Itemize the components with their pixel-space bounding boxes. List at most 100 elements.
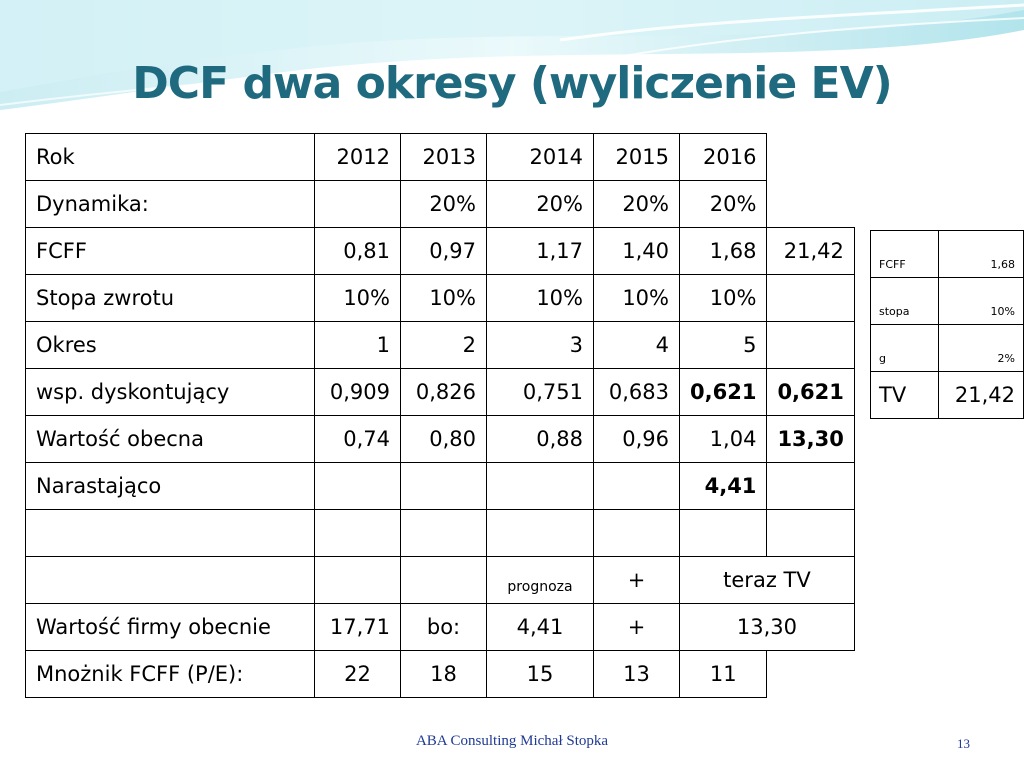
table-cell <box>314 180 401 228</box>
table-cell <box>314 556 401 604</box>
table-cell <box>766 509 855 557</box>
table-cell <box>678 509 768 557</box>
side-value: 10% <box>938 277 1024 325</box>
table-cell: 0,74 <box>314 415 401 463</box>
table-row: Rok 2012 2013 2014 2015 2016 <box>25 133 855 181</box>
table-cell: 1,40 <box>593 227 680 275</box>
table-cell: 21,42 <box>766 227 855 275</box>
plus-sign: + <box>593 556 680 604</box>
table-row: Wartość obecna 0,74 0,80 0,88 0,96 1,04 13,30 <box>25 415 855 463</box>
table-cell: 1 <box>314 321 401 369</box>
tv-present-value: 13,30 <box>679 603 855 651</box>
table-cell: 20% <box>593 180 680 228</box>
side-label: TV <box>869 371 940 419</box>
firm-value: 17,71 <box>314 603 401 651</box>
side-table-row: FCFF 1,68 <box>869 230 1024 278</box>
row-label: Wartość obecna <box>25 415 315 463</box>
table-cell: 0,81 <box>314 227 401 275</box>
table-cell <box>767 181 854 228</box>
table-row: Narastająco 4,41 <box>25 462 855 510</box>
table-cell <box>766 462 855 510</box>
row-label: Narastająco <box>25 462 315 510</box>
slide-title: DCF dwa okresy (wyliczenie EV) <box>132 58 893 109</box>
table-cell: 10% <box>593 274 680 322</box>
row-label: Okres <box>25 321 315 369</box>
table-row: wsp. dyskontujący 0,909 0,826 0,751 0,683 0,6… <box>25 368 855 416</box>
footer-text: ABA Consulting Michał Stopka <box>415 733 609 749</box>
multiple-value: 15 <box>486 650 594 698</box>
multiple-value: 11 <box>678 650 768 698</box>
table-cell: 2 <box>400 321 487 369</box>
table-cell: 0,97 <box>400 227 487 275</box>
table-cell: 20% <box>678 180 768 228</box>
table-row: Okres 1 2 3 4 5 <box>25 321 855 369</box>
table-cell: 0,621 <box>678 368 768 416</box>
table-cell <box>486 462 594 510</box>
table-cell: 0,751 <box>486 368 594 416</box>
row-label: Dynamika: <box>25 180 315 228</box>
multiple-value: 13 <box>593 650 680 698</box>
table-cell: 0,621 <box>766 368 855 416</box>
side-label: g <box>869 324 940 372</box>
prognoza-label: prognoza <box>486 556 594 604</box>
side-label: stopa <box>869 277 940 325</box>
row-label: Rok <box>25 133 315 181</box>
side-value: 2% <box>938 324 1024 372</box>
table-cell: 20% <box>486 180 594 228</box>
dcf-table: Rok 2012 2013 2014 2015 2016 Dynamika: 20% 20% 20… <box>25 133 855 698</box>
multiple-value: 22 <box>314 650 401 698</box>
table-cell <box>593 509 680 557</box>
table-row: Wartość firmy obecnie 17,71 bo: 4,41 +13,30 <box>25 603 855 651</box>
table-cell: 2012 <box>314 133 401 181</box>
table-row: Stopa zwrotu 10% 10% 10% 10% 10% <box>25 274 855 322</box>
table-cell: 4,41 <box>678 462 768 510</box>
table-cell: 1,04 <box>678 415 768 463</box>
empty-cell <box>767 651 854 698</box>
table-cell: 10% <box>678 274 768 322</box>
table-cell <box>400 509 487 557</box>
teraz-tv-label: teraz TV <box>679 556 855 604</box>
row-label <box>25 509 315 557</box>
table-row: FCFF 0,81 0,97 1,17 1,40 1,68 21,42 <box>25 227 855 275</box>
table-cell: 0,96 <box>593 415 680 463</box>
table-cell <box>766 274 855 322</box>
table-cell: 2014 <box>486 133 594 181</box>
table-cell <box>400 556 487 604</box>
row-label: wsp. dyskontujący <box>25 368 315 416</box>
sum-value: 4,41 <box>486 603 594 651</box>
bo-label: bo: <box>400 603 487 651</box>
table-cell: 1,17 <box>486 227 594 275</box>
table-cell: 1,68 <box>678 227 768 275</box>
side-value: 21,42 <box>938 371 1024 419</box>
table-cell <box>486 509 594 557</box>
row-label: Mnożnik FCFF (P/E): <box>25 650 315 698</box>
table-row: Dynamika: 20% 20% 20% 20% <box>25 180 855 228</box>
table-cell: 10% <box>400 274 487 322</box>
side-table-row: TV 21,42 <box>869 371 1024 419</box>
table-cell: 0,909 <box>314 368 401 416</box>
table-cell <box>314 462 401 510</box>
row-label: FCFF <box>25 227 315 275</box>
side-label: FCFF <box>869 230 940 278</box>
table-cell: 3 <box>486 321 594 369</box>
table-cell: 10% <box>314 274 401 322</box>
row-label: Wartość firmy obecnie <box>25 603 315 651</box>
table-cell: 2013 <box>400 133 487 181</box>
table-cell <box>593 462 680 510</box>
side-table-row: stopa 10% <box>869 277 1024 325</box>
side-table-row: g 2% <box>869 324 1024 372</box>
table-cell: 20% <box>400 180 487 228</box>
table-row: prognoza + teraz TV <box>25 556 855 604</box>
table-cell: 2016 <box>678 133 768 181</box>
background-waves <box>0 0 1024 110</box>
row-label: Stopa zwrotu <box>25 274 315 322</box>
table-row: Mnożnik FCFF (P/E): 22 18 15 13 11 <box>25 650 855 698</box>
table-cell <box>314 509 401 557</box>
page-number: 13 <box>957 736 970 751</box>
table-cell: 2015 <box>593 133 680 181</box>
plus-sign: + <box>593 603 680 651</box>
table-cell <box>25 556 315 604</box>
table-cell: 0,88 <box>486 415 594 463</box>
table-cell <box>767 134 854 181</box>
tv-calculation-table: FCFF 1,68 stopa 10% g 2% TV 21,42 <box>869 230 1024 419</box>
